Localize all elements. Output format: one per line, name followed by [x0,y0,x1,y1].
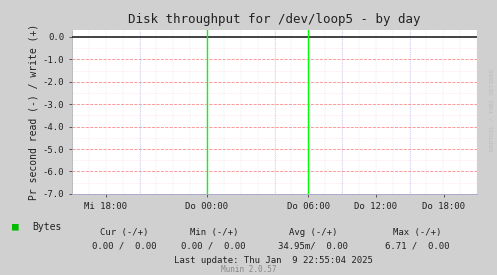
Text: RRDTOOL / TOBI OETIKER: RRDTOOL / TOBI OETIKER [490,69,495,151]
Text: Bytes: Bytes [32,222,62,232]
Title: Disk throughput for /dev/loop5 - by day: Disk throughput for /dev/loop5 - by day [128,13,421,26]
Text: 34.95m/  0.00: 34.95m/ 0.00 [278,242,348,251]
Text: Max (-/+): Max (-/+) [393,228,442,237]
Text: 0.00 /  0.00: 0.00 / 0.00 [181,242,246,251]
Text: Cur (-/+): Cur (-/+) [100,228,149,237]
Text: 6.71 /  0.00: 6.71 / 0.00 [385,242,450,251]
Text: Avg (-/+): Avg (-/+) [289,228,337,237]
Y-axis label: Pr second read (-) / write (+): Pr second read (-) / write (+) [29,24,39,200]
Text: Munin 2.0.57: Munin 2.0.57 [221,265,276,274]
Text: Min (-/+): Min (-/+) [189,228,238,237]
Text: Last update: Thu Jan  9 22:55:04 2025: Last update: Thu Jan 9 22:55:04 2025 [174,256,373,265]
Text: ■: ■ [12,222,19,232]
Text: 0.00 /  0.00: 0.00 / 0.00 [92,242,157,251]
